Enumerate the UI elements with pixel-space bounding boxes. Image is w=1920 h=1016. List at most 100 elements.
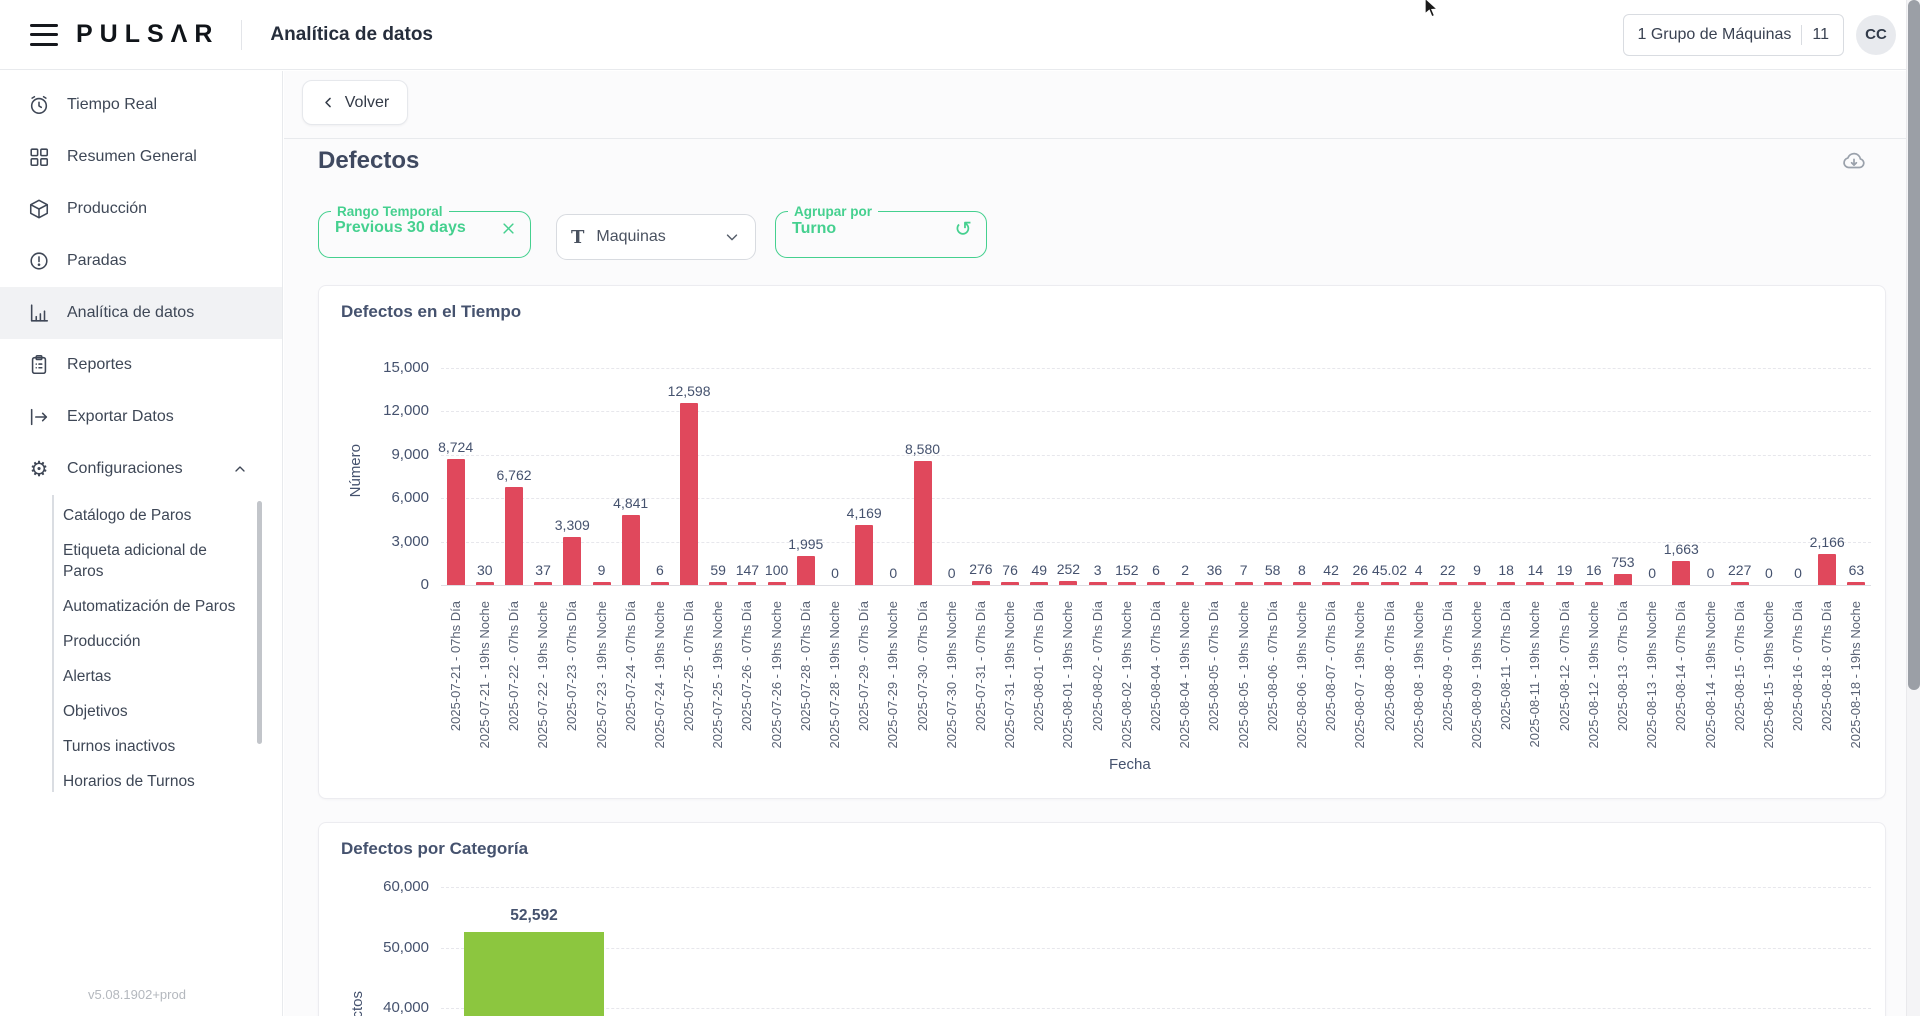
x-tick-label: 2025-07-30 - 19hs Noche: [943, 601, 959, 749]
bar-value-label: 3,309: [554, 517, 590, 534]
bar[interactable]: [1322, 582, 1341, 585]
bar[interactable]: [1672, 560, 1691, 585]
bar[interactable]: [446, 458, 465, 585]
section-divider: [284, 138, 1906, 139]
dashboard-grid-icon: [30, 148, 49, 167]
bar[interactable]: [1526, 582, 1545, 585]
bar-value-label: 0: [947, 565, 956, 581]
bar[interactable]: [1263, 582, 1282, 585]
bar[interactable]: [796, 556, 815, 585]
bar[interactable]: [1205, 582, 1224, 585]
sidebar-scrollbar-thumb[interactable]: [257, 501, 262, 744]
x-tick-label: 2025-07-31 - 19hs Noche: [1002, 601, 1018, 749]
y-tick-label: 9,000: [391, 445, 429, 463]
filter-rango-temporal[interactable]: Rango Temporal Previous 30 days: [318, 204, 531, 258]
cloud-download-icon[interactable]: [1839, 148, 1873, 178]
x-tick-label: 2025-08-01 - 19hs Noche: [1060, 601, 1076, 749]
bar[interactable]: [1468, 582, 1486, 585]
bar[interactable]: [505, 487, 523, 585]
text-filter-icon: T: [571, 226, 585, 248]
maquinas-dropdown[interactable]: T Maquinas: [556, 214, 756, 260]
bar[interactable]: [534, 582, 553, 585]
bar[interactable]: [1088, 582, 1107, 585]
sidebar-item-resumen-general[interactable]: Resumen General: [0, 131, 282, 183]
hamburger-menu-icon[interactable]: [30, 23, 58, 46]
bar[interactable]: [1847, 582, 1866, 585]
back-button[interactable]: Volver: [302, 80, 408, 125]
bar[interactable]: [1001, 582, 1020, 585]
machine-group-count: 11: [1812, 25, 1829, 43]
user-avatar[interactable]: CC: [1856, 14, 1896, 55]
sidebar-item-reportes[interactable]: Reportes: [0, 339, 282, 391]
sidebar-item-paradas[interactable]: Paradas: [0, 235, 282, 287]
bar[interactable]: [971, 581, 990, 585]
bar-value-label: 0: [1794, 565, 1802, 581]
sidebar-subitem-produccion[interactable]: Producción: [63, 633, 141, 650]
bar[interactable]: [1147, 582, 1165, 585]
bar-value-label: 22: [1440, 562, 1456, 578]
sidebar-item-produccion[interactable]: Producción: [0, 183, 282, 235]
sidebar-subitem-objetivos[interactable]: Objetivos: [63, 703, 128, 720]
sidebar-subitem-automatizacion-de-paros[interactable]: Automatización de Paros: [63, 598, 236, 615]
gear-icon: ⚙: [29, 457, 49, 481]
bar[interactable]: [1059, 581, 1078, 585]
bar[interactable]: [767, 582, 786, 585]
sidebar-subitem-alertas[interactable]: Alertas: [63, 668, 112, 685]
bar[interactable]: [475, 582, 494, 585]
bar-value-label: 12,598: [667, 382, 711, 399]
clear-filter-icon[interactable]: [501, 221, 516, 236]
gridline: [441, 498, 1871, 500]
bar[interactable]: [621, 515, 640, 585]
filter-agrupar-por[interactable]: Agrupar por Turno ↺: [775, 204, 987, 258]
x-tick-label: 2025-08-13 - 19hs Noche: [1644, 601, 1660, 749]
sidebar-subitem-etiqueta-adicional[interactable]: Etiqueta adicional de Paros: [63, 542, 207, 580]
bar[interactable]: [1438, 582, 1457, 585]
page-scrollbar[interactable]: [1906, 0, 1920, 1016]
bar[interactable]: [1292, 582, 1311, 585]
bar[interactable]: [650, 582, 669, 585]
sidebar-item-analitica-de-datos[interactable]: Analítica de datos: [0, 287, 282, 339]
y-tick-label: 60,000: [383, 878, 429, 895]
bar-value-label: 8,724: [438, 438, 474, 455]
bar[interactable]: [1555, 582, 1574, 585]
bar[interactable]: [1584, 582, 1603, 585]
sidebar-item-configuraciones[interactable]: ⚙ Configuraciones: [0, 443, 282, 495]
sidebar-subitem-catalogo-de-paros[interactable]: Catálogo de Paros: [63, 507, 192, 524]
bar[interactable]: [738, 582, 757, 585]
bar[interactable]: [855, 524, 874, 585]
sidebar-item-tiempo-real[interactable]: Tiempo Real: [0, 79, 282, 131]
x-tick-label: 2025-08-06 - 07hs Día: [1264, 601, 1280, 732]
bar-value-label: 152: [1115, 562, 1139, 578]
bar[interactable]: [709, 582, 728, 585]
bar[interactable]: [592, 582, 611, 585]
x-tick-label: 2025-08-09 - 07hs Día: [1439, 601, 1455, 732]
bar[interactable]: [1730, 581, 1749, 585]
y-tick-label: 6,000: [391, 489, 429, 507]
y-tick-label: 15,000: [383, 359, 429, 376]
x-tick-label: 2025-08-06 - 19hs Noche: [1293, 601, 1309, 749]
bar[interactable]: [913, 460, 932, 585]
bar[interactable]: [1497, 582, 1516, 585]
sidebar-item-exportar-datos[interactable]: Exportar Datos: [0, 391, 282, 443]
bar[interactable]: [1409, 582, 1428, 585]
refresh-icon[interactable]: ↺: [954, 217, 972, 241]
page-scrollbar-thumb[interactable]: [1908, 0, 1920, 690]
bar[interactable]: [563, 537, 582, 585]
bar-value-label: 4,169: [846, 504, 882, 521]
bar[interactable]: [1234, 582, 1253, 585]
bar[interactable]: [1351, 582, 1370, 585]
sidebar-subitem-turnos-inactivos[interactable]: Turnos inactivos: [63, 738, 176, 755]
bar[interactable]: [1030, 582, 1049, 585]
bar[interactable]: [680, 402, 699, 585]
sidebar-subitem-horarios-de-turnos[interactable]: Horarios de Turnos: [63, 773, 195, 790]
bar[interactable]: [1613, 574, 1632, 585]
bar-value-label: 1,663: [1663, 540, 1699, 557]
machine-group-button[interactable]: 1 Grupo de Máquinas 11: [1622, 13, 1844, 56]
bar[interactable]: [1117, 582, 1136, 585]
bar[interactable]: [464, 931, 604, 1016]
sidebar-item-label: Configuraciones: [67, 460, 183, 477]
bar[interactable]: [1176, 582, 1195, 585]
bar[interactable]: [1380, 582, 1399, 585]
pulsar-logo: PULSΛR: [76, 20, 220, 48]
bar[interactable]: [1818, 553, 1837, 585]
